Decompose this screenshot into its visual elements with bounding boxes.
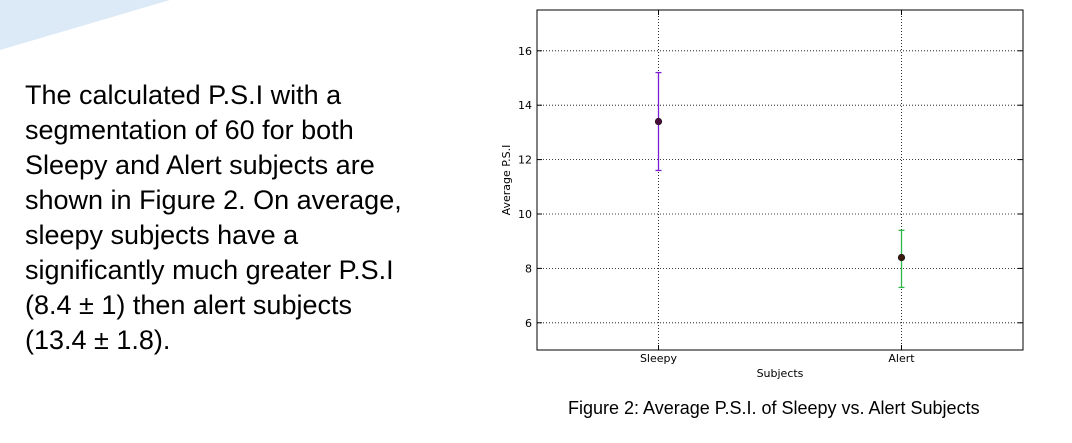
axis-ticks: 6 8 10 12 14 16 Sleepy Alert (518, 10, 1023, 365)
y-tick-label: 14 (518, 99, 532, 112)
body-line: shown in Figure 2. On average, (25, 185, 402, 215)
data-point (897, 253, 906, 262)
body-line: The calculated P.S.I with a (25, 80, 342, 110)
body-line: Sleepy and Alert subjects are (25, 150, 375, 180)
x-axis-label: Subjects (757, 367, 804, 380)
data-marks (654, 71, 906, 289)
y-tick-label: 12 (518, 154, 532, 167)
body-line: sleepy subjects have a (25, 220, 299, 250)
body-line: segmentation of 60 for both (25, 115, 354, 145)
x-tick-label: Sleepy (640, 352, 678, 365)
decoration-wedge (0, 0, 170, 50)
slide-body-text: The calculated P.S.I with a segmentation… (25, 78, 465, 358)
plot-frame (536, 9, 1024, 351)
x-tick-label: Alert (888, 352, 915, 365)
grid-lines (537, 10, 1023, 350)
data-point (654, 117, 663, 126)
y-tick-label: 10 (518, 208, 532, 221)
y-tick-label: 6 (525, 317, 532, 330)
psi-chart: 6 8 10 12 14 16 Sleepy Alert Average P.S.I Subj… (500, 9, 1024, 380)
y-axis-label: Average P.S.I (500, 145, 513, 216)
y-tick-label: 16 (518, 45, 532, 58)
y-tick-label: 8 (525, 262, 532, 275)
body-line: significantly much greater P.S.I (25, 255, 394, 285)
body-line: (13.4 ± 1.8). (25, 325, 171, 355)
slide-decoration (0, 0, 170, 50)
body-line: (8.4 ± 1) then alert subjects (25, 290, 352, 320)
figure-caption: Figure 2: Average P.S.I. of Sleepy vs. A… (568, 398, 980, 418)
